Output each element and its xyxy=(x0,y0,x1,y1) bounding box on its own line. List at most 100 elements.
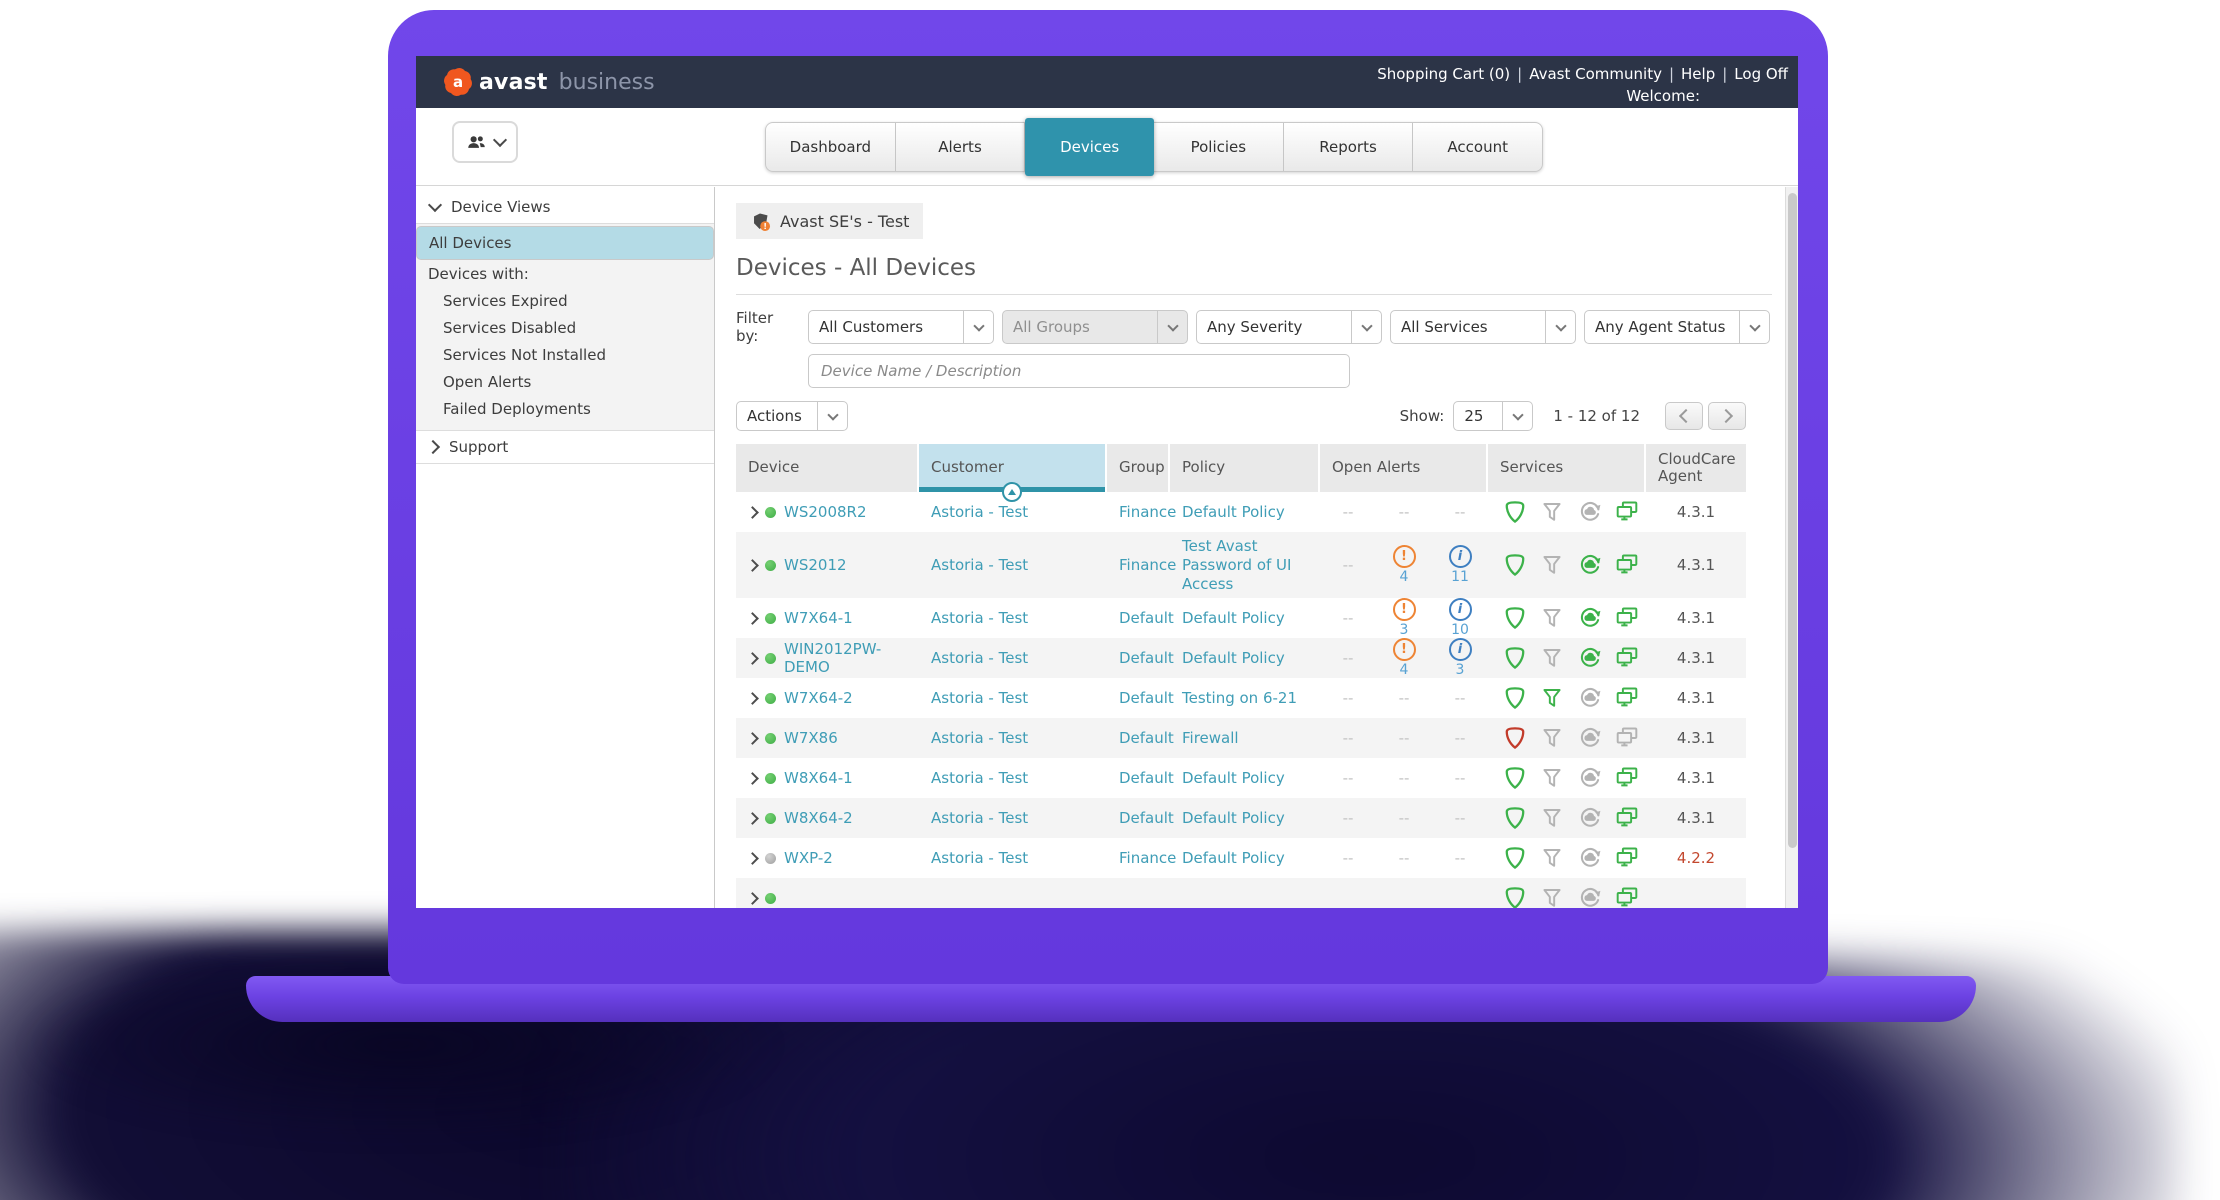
actions-select[interactable]: Actions xyxy=(736,401,848,431)
row-expand-chevron-icon[interactable] xyxy=(746,811,759,825)
filter-select-any-agent-status[interactable]: Any Agent Status xyxy=(1584,310,1770,344)
policy-link[interactable]: Default Policy xyxy=(1182,768,1285,787)
column-header-group[interactable]: Group xyxy=(1107,444,1170,492)
policy-link[interactable]: Default Policy xyxy=(1182,808,1285,827)
column-header-services[interactable]: Services xyxy=(1488,444,1646,492)
tab-alerts[interactable]: Alerts xyxy=(896,123,1026,171)
vertical-scrollbar-thumb[interactable] xyxy=(1788,193,1797,848)
page-size-select[interactable]: 25 xyxy=(1453,401,1534,431)
row-expand-chevron-icon[interactable] xyxy=(746,651,759,665)
device-link[interactable]: WS2008R2 xyxy=(784,502,867,521)
device-link[interactable]: W8X64-2 xyxy=(784,808,853,827)
policy-link[interactable]: Default Policy xyxy=(1182,502,1285,521)
column-header-customer[interactable]: Customer xyxy=(919,444,1107,502)
group-link[interactable]: Default xyxy=(1119,808,1174,827)
group-link[interactable]: Default xyxy=(1119,648,1174,667)
row-expand-chevron-icon[interactable] xyxy=(746,558,759,572)
sidebar-item-services-disabled[interactable]: Services Disabled xyxy=(443,318,577,337)
remote-control-monitors-icon xyxy=(1609,499,1647,525)
customer-link[interactable]: Astoria - Test xyxy=(931,648,1029,667)
group-link[interactable]: Default xyxy=(1119,768,1174,787)
policy-link[interactable]: Default Policy xyxy=(1182,608,1285,627)
row-expand-chevron-icon[interactable] xyxy=(746,851,759,865)
sidebar-item-open-alerts[interactable]: Open Alerts xyxy=(443,372,532,391)
customer-link[interactable]: Astoria - Test xyxy=(931,848,1029,867)
device-link[interactable]: W7X86 xyxy=(784,728,838,747)
online-backup-cloud-icon xyxy=(1571,725,1609,751)
filter-select-all-customers[interactable]: All Customers xyxy=(808,310,994,344)
tab-devices[interactable]: Devices xyxy=(1025,118,1155,176)
topbar-link-shopping-cart[interactable]: Shopping Cart (0) xyxy=(1377,65,1511,83)
customer-link[interactable]: Astoria - Test xyxy=(931,688,1029,707)
policy-link[interactable]: Default Policy xyxy=(1182,648,1285,667)
alert-warning-count[interactable]: ! 3 xyxy=(1376,598,1432,638)
sidebar-section-device-views[interactable]: Device Views xyxy=(416,191,714,224)
previous-page-button[interactable] xyxy=(1665,402,1703,430)
customer-link[interactable]: Astoria - Test xyxy=(931,555,1029,574)
row-expand-chevron-icon[interactable] xyxy=(746,505,759,519)
row-expand-chevron-icon[interactable] xyxy=(746,771,759,785)
group-link[interactable]: Finance xyxy=(1119,502,1177,521)
group-link[interactable]: Default xyxy=(1119,728,1174,747)
group-link[interactable]: Finance xyxy=(1119,555,1177,574)
info-icon: i xyxy=(1448,598,1472,622)
device-link[interactable]: WXP-2 xyxy=(784,848,833,867)
table-row: W7X64-1 Astoria - Test Default Default P… xyxy=(736,598,1746,638)
device-link[interactable]: W7X64-2 xyxy=(784,688,853,707)
tab-policies[interactable]: Policies xyxy=(1154,123,1284,171)
tab-account[interactable]: Account xyxy=(1447,138,1508,156)
sidebar-item-services-not-installed[interactable]: Services Not Installed xyxy=(443,345,606,364)
search-input[interactable] xyxy=(808,354,1350,388)
group-link[interactable]: Default xyxy=(1119,608,1174,627)
customer-link[interactable]: Astoria - Test xyxy=(931,502,1029,521)
remote-control-monitors-icon xyxy=(1609,645,1647,671)
org-switcher-button[interactable] xyxy=(452,121,518,163)
column-header-cloudcare-agent[interactable]: CloudCare Agent xyxy=(1646,444,1746,492)
tab-reports[interactable]: Reports xyxy=(1284,123,1414,171)
sidebar-item-all-devices[interactable]: All Devices xyxy=(416,226,714,260)
alert-info-count[interactable]: i 11 xyxy=(1432,545,1488,585)
topbar-link-avast-community[interactable]: Avast Community xyxy=(1529,65,1662,83)
next-page-button[interactable] xyxy=(1708,402,1746,430)
policy-link[interactable]: Test Avast Password of UI Access xyxy=(1182,537,1292,593)
content-filter-funnel-icon xyxy=(1534,552,1572,578)
sidebar-item-services-expired[interactable]: Services Expired xyxy=(443,291,568,310)
group-link[interactable]: Default xyxy=(1119,688,1174,707)
policy-link[interactable]: Firewall xyxy=(1182,728,1239,747)
customer-link[interactable]: Astoria - Test xyxy=(931,608,1029,627)
topbar-link-log-off[interactable]: Log Off xyxy=(1734,65,1788,83)
column-header-policy[interactable]: Policy xyxy=(1170,444,1320,492)
column-header-device[interactable]: Device xyxy=(736,444,919,492)
alert-info-count[interactable]: i 10 xyxy=(1432,598,1488,638)
alert-slot-empty: -- xyxy=(1398,809,1410,828)
vertical-scrollbar-track[interactable] xyxy=(1785,187,1798,908)
tab-dashboard[interactable]: Dashboard xyxy=(766,123,896,171)
device-link[interactable]: W7X64-1 xyxy=(784,608,853,627)
customer-link[interactable]: Astoria - Test xyxy=(931,728,1029,747)
row-expand-chevron-icon[interactable] xyxy=(746,611,759,625)
device-link[interactable]: W8X64-1 xyxy=(784,768,853,787)
row-expand-chevron-icon[interactable] xyxy=(746,891,759,905)
device-link[interactable]: WS2012 xyxy=(784,555,847,574)
row-expand-chevron-icon[interactable] xyxy=(746,731,759,745)
sidebar-section-support[interactable]: Support xyxy=(416,431,714,464)
policy-link[interactable]: Testing on 6-21 xyxy=(1182,688,1297,707)
row-expand-chevron-icon[interactable] xyxy=(746,691,759,705)
device-status-dot xyxy=(765,652,776,664)
alert-warning-count[interactable]: ! 4 xyxy=(1376,545,1432,585)
sidebar-item-failed-deployments[interactable]: Failed Deployments xyxy=(443,399,591,418)
alert-warning-count[interactable]: ! 4 xyxy=(1376,638,1432,678)
customer-link[interactable]: Astoria - Test xyxy=(931,768,1029,787)
filter-select-any-severity[interactable]: Any Severity xyxy=(1196,310,1382,344)
column-header-open-alerts[interactable]: Open Alerts xyxy=(1320,444,1488,492)
policy-link[interactable]: Default Policy xyxy=(1182,848,1285,867)
group-link[interactable]: Finance xyxy=(1119,848,1177,867)
filter-select-all-services[interactable]: All Services xyxy=(1390,310,1576,344)
customer-link[interactable]: Astoria - Test xyxy=(931,808,1029,827)
organization-badge[interactable]: ! Avast SE's - Test xyxy=(736,203,924,239)
alert-slot-empty: -- xyxy=(1454,689,1466,708)
chevron-down-icon xyxy=(1360,320,1373,332)
topbar-link-help[interactable]: Help xyxy=(1681,65,1716,83)
device-link[interactable]: WIN2012PW-DEMO xyxy=(784,639,882,677)
